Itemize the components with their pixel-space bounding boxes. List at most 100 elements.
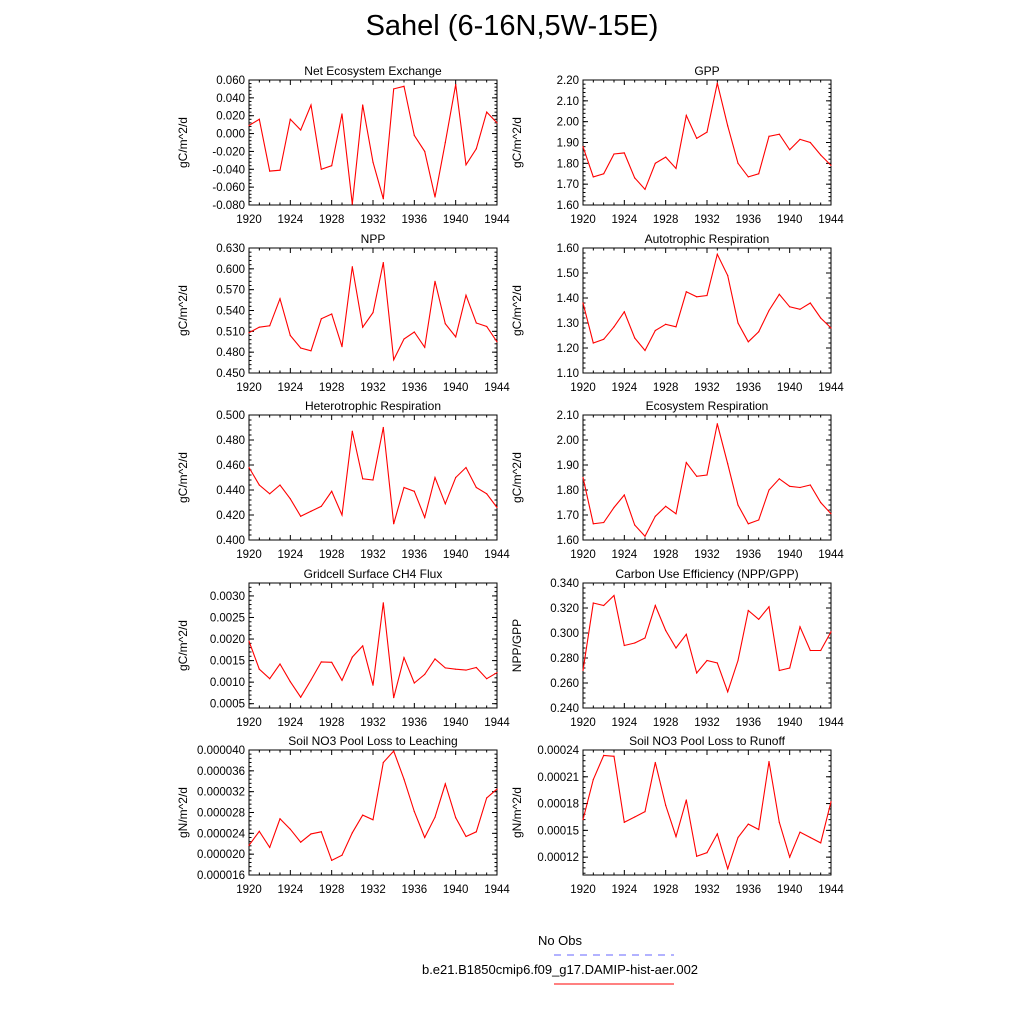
- x-tick-label: 1920: [570, 214, 596, 226]
- data-point: [279, 169, 281, 171]
- y-tick-label: 0.000040: [197, 745, 245, 757]
- data-point: [737, 504, 739, 506]
- y-tick-label: 2.20: [557, 75, 579, 87]
- data-point: [455, 817, 457, 819]
- y-tick-label: 1.60: [557, 200, 579, 212]
- plot-frame: [582, 749, 832, 876]
- data-point: [727, 125, 729, 127]
- data-point: [496, 506, 498, 509]
- data-point: [351, 832, 353, 834]
- data-point: [654, 761, 656, 764]
- x-tick-label: 1928: [653, 382, 679, 394]
- y-tick-label: 0.000028: [197, 808, 245, 820]
- data-point: [331, 490, 333, 492]
- data-point: [331, 165, 333, 167]
- data-point: [372, 479, 374, 481]
- data-point: [654, 329, 656, 332]
- y-tick-label: 0.000020: [197, 849, 245, 861]
- data-point: [665, 323, 667, 325]
- data-point: [465, 164, 467, 166]
- x-tick-label: 1924: [612, 382, 638, 394]
- chart-title: Heterotrophic Respiration: [305, 399, 441, 413]
- data-point: [613, 594, 615, 597]
- y-tick-label: 0.000036: [197, 766, 245, 778]
- chart-title: Soil NO3 Pool Loss to Runoff: [629, 734, 786, 748]
- data-point: [300, 841, 302, 843]
- data-point: [496, 672, 498, 674]
- plot-frame: [248, 749, 498, 876]
- series-line: [248, 84, 498, 205]
- data-point: [696, 475, 698, 477]
- data-point: [434, 280, 436, 282]
- x-tick-label: 1920: [236, 717, 262, 729]
- data-point: [706, 852, 708, 854]
- data-point: [768, 761, 770, 763]
- y-tick-label: 0.420: [216, 510, 245, 522]
- data-point: [444, 783, 446, 785]
- y-tick-label: 0.540: [216, 306, 245, 318]
- data-point: [465, 294, 467, 296]
- chart-title: Carbon Use Efficiency (NPP/GPP): [615, 567, 798, 581]
- data-point: [393, 750, 395, 752]
- x-tick-label: 1936: [402, 214, 428, 226]
- data-point: [644, 349, 646, 352]
- data-point: [778, 133, 780, 135]
- data-point: [331, 859, 333, 862]
- y-tick-label: -0.040: [212, 164, 245, 176]
- y-tick-label: 0.020: [216, 111, 245, 123]
- data-point: [289, 498, 291, 500]
- data-point: [799, 138, 801, 140]
- data-point: [830, 801, 832, 803]
- y-tick-label: 0.0005: [210, 699, 245, 711]
- data-point: [592, 523, 594, 525]
- y-tick-label: 0.260: [550, 678, 579, 690]
- data-point: [393, 359, 395, 361]
- data-point: [258, 830, 260, 832]
- plot-frame: [582, 247, 832, 374]
- data-point: [372, 684, 374, 686]
- data-point: [320, 505, 322, 507]
- data-point: [279, 663, 281, 665]
- data-point: [258, 118, 260, 120]
- x-tick-label: 1928: [653, 884, 679, 896]
- x-tick-label: 1944: [818, 214, 844, 226]
- data-point: [279, 298, 281, 300]
- data-point: [706, 131, 708, 133]
- data-point: [634, 524, 636, 526]
- data-point: [382, 261, 384, 264]
- x-tick-label: 1944: [484, 549, 510, 561]
- x-tick-label: 1932: [694, 884, 720, 896]
- x-tick-label: 1940: [777, 717, 803, 729]
- data-point: [592, 342, 594, 344]
- x-tick-label: 1932: [360, 884, 386, 896]
- data-point: [310, 510, 312, 512]
- data-point: [351, 656, 353, 658]
- x-tick-label: 1936: [402, 382, 428, 394]
- data-point: [300, 347, 302, 349]
- data-point: [644, 637, 646, 639]
- data-point: [248, 124, 250, 127]
- plot-frame: [248, 582, 498, 709]
- data-point: [778, 821, 780, 823]
- x-tick-label: 1932: [360, 549, 386, 561]
- data-point: [444, 503, 446, 505]
- data-point: [331, 661, 333, 663]
- data-point: [665, 156, 667, 158]
- x-tick-label: 1928: [319, 214, 345, 226]
- data-point: [269, 170, 271, 172]
- data-point: [613, 153, 615, 155]
- y-tick-label: 0.280: [550, 653, 579, 665]
- y-tick-label: 1.70: [557, 179, 579, 191]
- data-point: [465, 835, 467, 838]
- plot-frame: [582, 414, 832, 541]
- data-point: [486, 493, 488, 495]
- data-point: [465, 669, 467, 671]
- x-tick-label: 1928: [319, 717, 345, 729]
- x-tick-label: 1936: [402, 884, 428, 896]
- data-point: [424, 516, 426, 519]
- x-tick-label: 1932: [694, 214, 720, 226]
- x-tick-label: 1932: [694, 717, 720, 729]
- data-point: [747, 609, 749, 612]
- data-point: [696, 672, 698, 674]
- series-line: [582, 754, 832, 871]
